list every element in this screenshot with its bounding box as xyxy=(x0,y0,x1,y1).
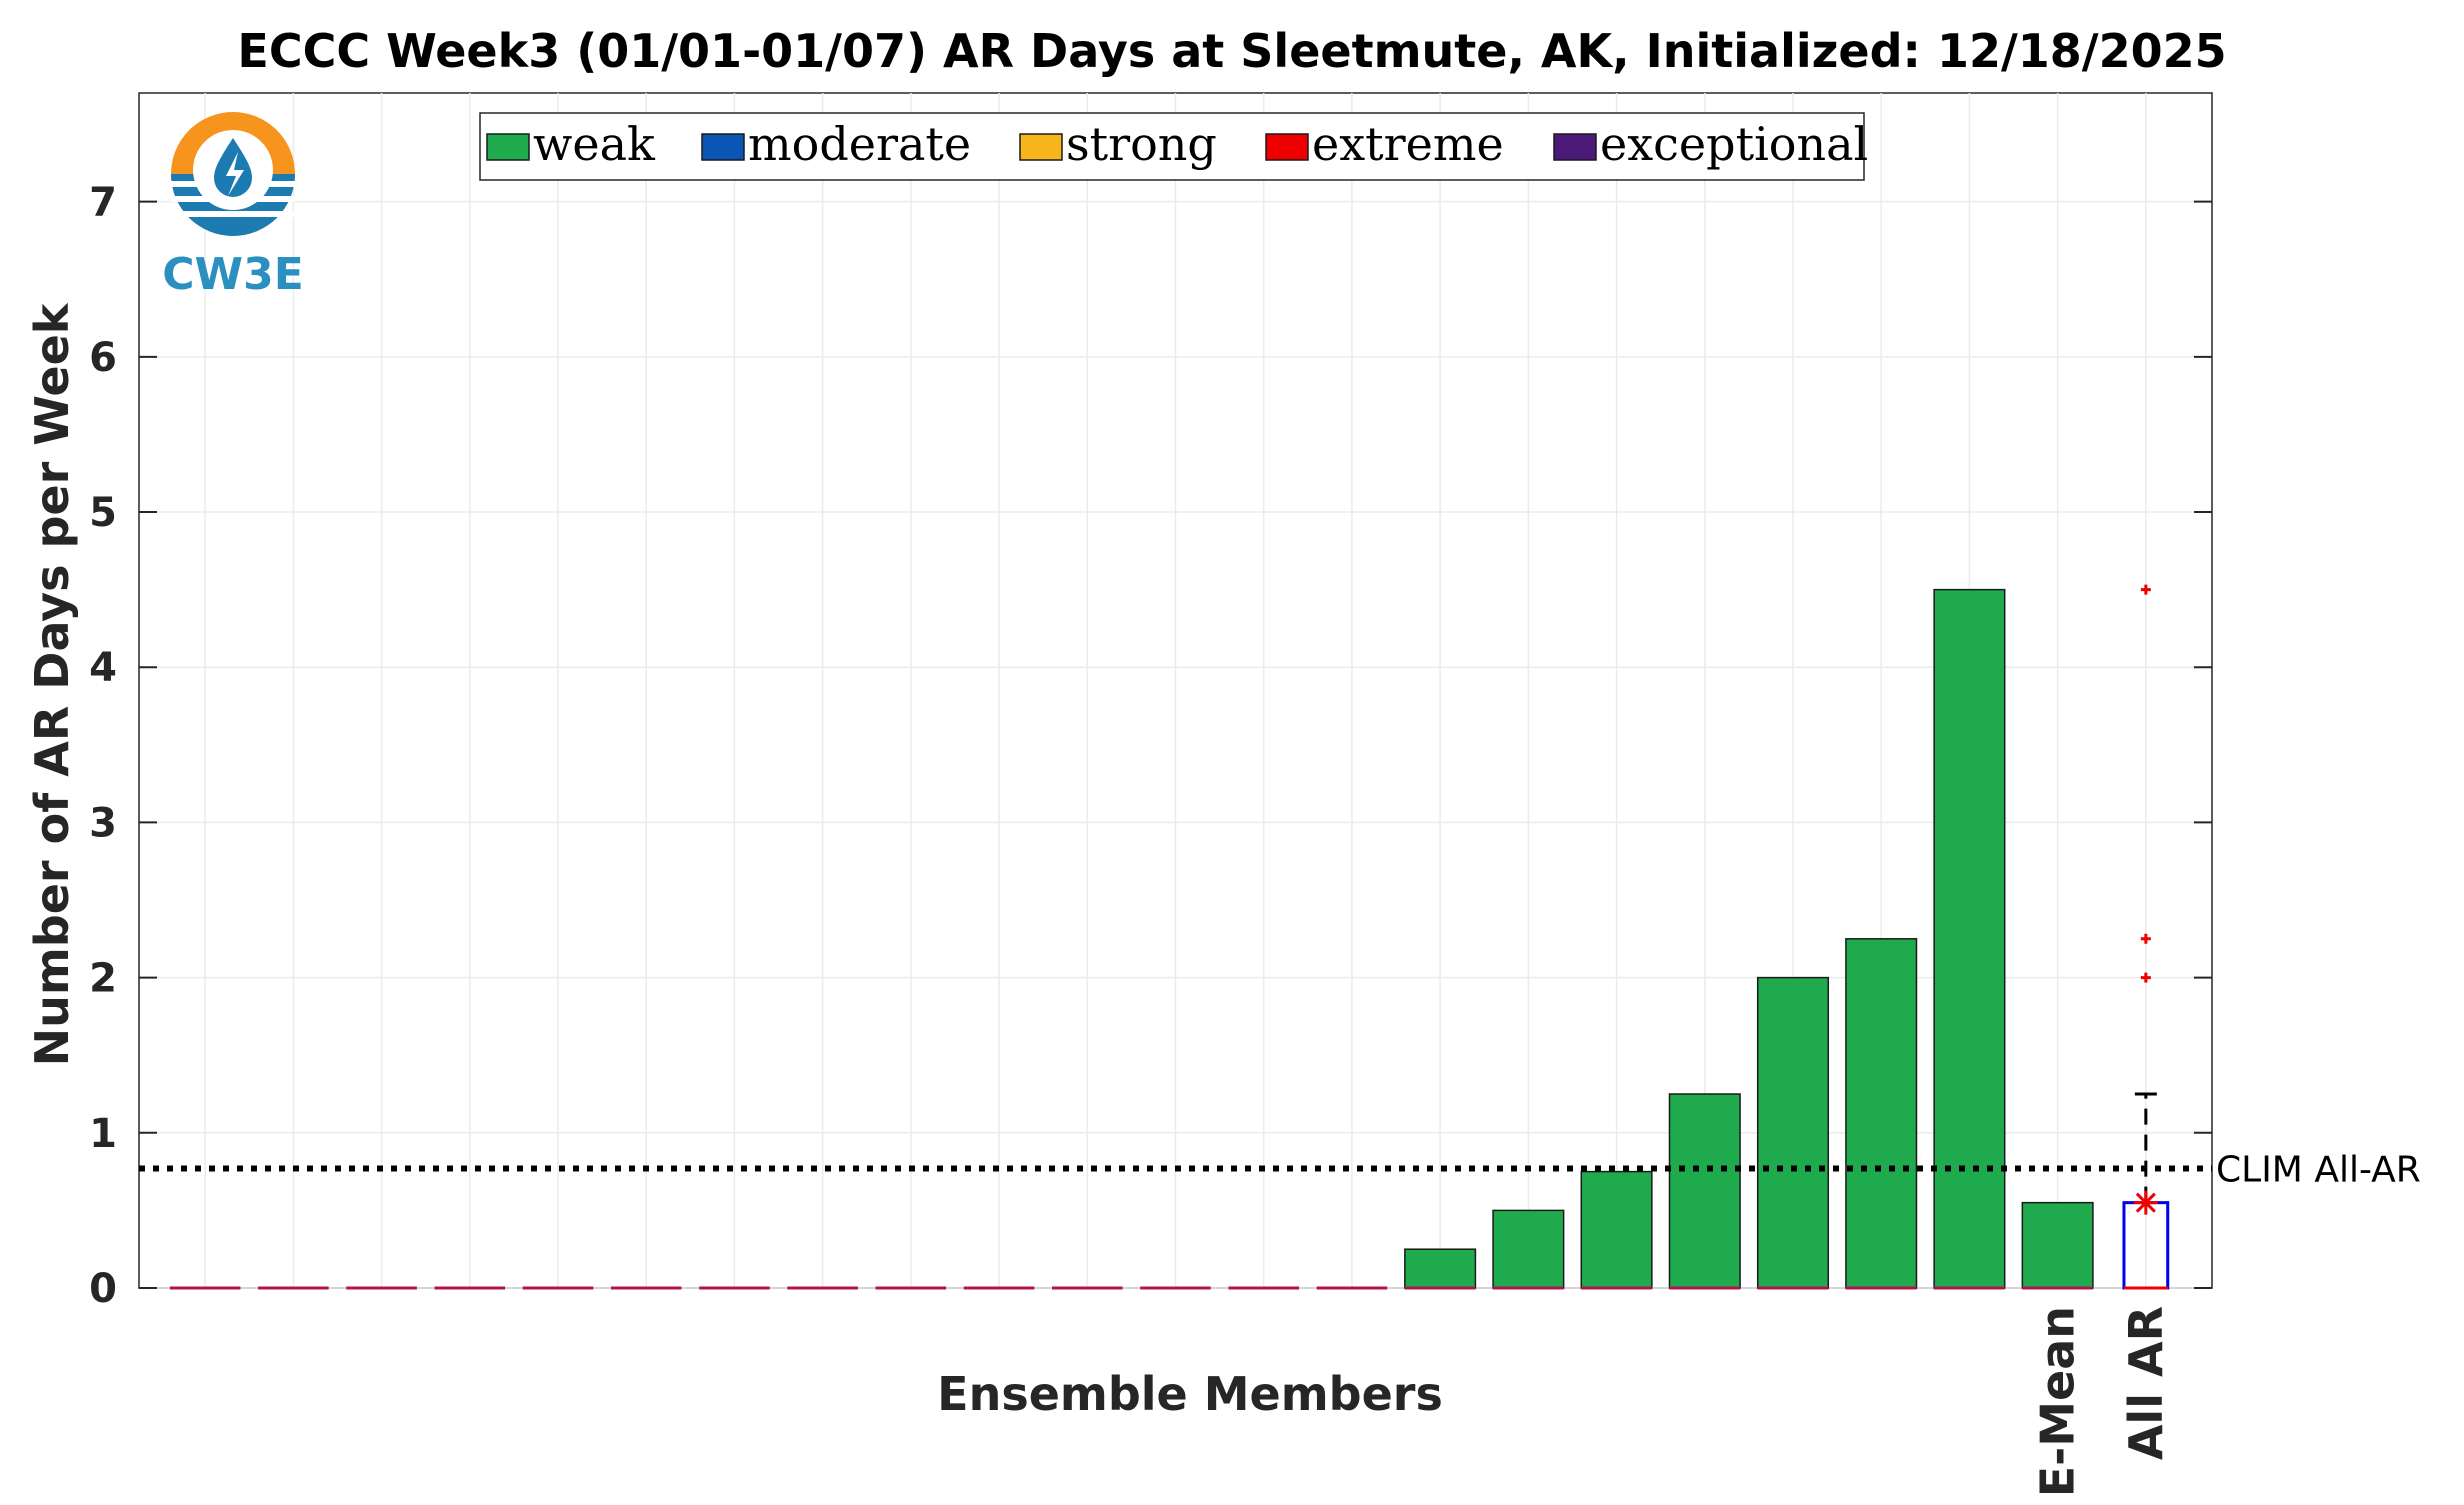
legend-swatch-exceptional xyxy=(1553,133,1597,161)
y-tick-label: 1 xyxy=(89,1111,117,1157)
emean-group xyxy=(2021,1201,2094,1290)
y-tick-label: 0 xyxy=(89,1266,117,1312)
allar-outlier xyxy=(2140,584,2151,595)
legend-label-exceptional: exceptional xyxy=(1600,117,1868,171)
emean-tick-label: E-Mean xyxy=(2031,1306,2085,1497)
y-axis-ticks: 0 1 2 3 4 5 6 7 xyxy=(89,180,2212,1312)
emean-bar xyxy=(2021,1201,2094,1289)
member-bar xyxy=(1845,938,1918,1289)
x-axis-label: Ensemble Members xyxy=(937,1367,1443,1421)
legend-label-moderate: moderate xyxy=(748,117,971,171)
y-axis-label: Number of AR Days per Week xyxy=(25,302,79,1066)
legend-swatch-weak xyxy=(486,133,530,161)
y-tick-label: 7 xyxy=(89,180,117,226)
allar-boxplot xyxy=(2122,584,2170,1290)
legend: weak moderate strong extreme exceptional xyxy=(479,112,1868,181)
member-bar xyxy=(1756,976,1830,1289)
legend-label-weak: weak xyxy=(533,117,656,171)
member-bar xyxy=(1668,1093,1741,1289)
allar-tick-label: All AR xyxy=(2119,1306,2173,1460)
legend-label-strong: strong xyxy=(1066,117,1217,171)
y-tick-label: 2 xyxy=(89,956,117,1002)
allar-outlier xyxy=(2140,972,2151,983)
y-tick-label: 5 xyxy=(89,490,117,536)
y-tick-label: 6 xyxy=(89,335,117,381)
clim-label: CLIM All-AR xyxy=(2216,1150,2421,1191)
legend-swatch-moderate xyxy=(701,133,745,161)
allar-mean-marker xyxy=(2133,1190,2158,1215)
member-bars xyxy=(1404,588,2006,1289)
y-tick-label: 3 xyxy=(89,800,117,846)
y-tick-label: 4 xyxy=(89,645,117,691)
member-bar xyxy=(1492,1209,1565,1289)
logo-text: CW3E xyxy=(162,249,304,300)
cw3e-logo: CW3E xyxy=(162,112,304,300)
clim-group: CLIM All-AR xyxy=(139,1150,2421,1191)
allar-outlier xyxy=(2140,933,2151,944)
legend-label-extreme: extreme xyxy=(1312,117,1504,171)
grid-lines xyxy=(139,93,2212,1289)
chart-title: ECCC Week3 (01/01-01/07) AR Days at Slee… xyxy=(237,24,2226,78)
legend-swatch-extreme xyxy=(1265,133,1309,161)
member-bar xyxy=(1404,1248,1477,1289)
member-bar xyxy=(1933,588,2006,1289)
member-bar xyxy=(1580,1170,1653,1289)
legend-swatch-strong xyxy=(1019,133,1063,161)
